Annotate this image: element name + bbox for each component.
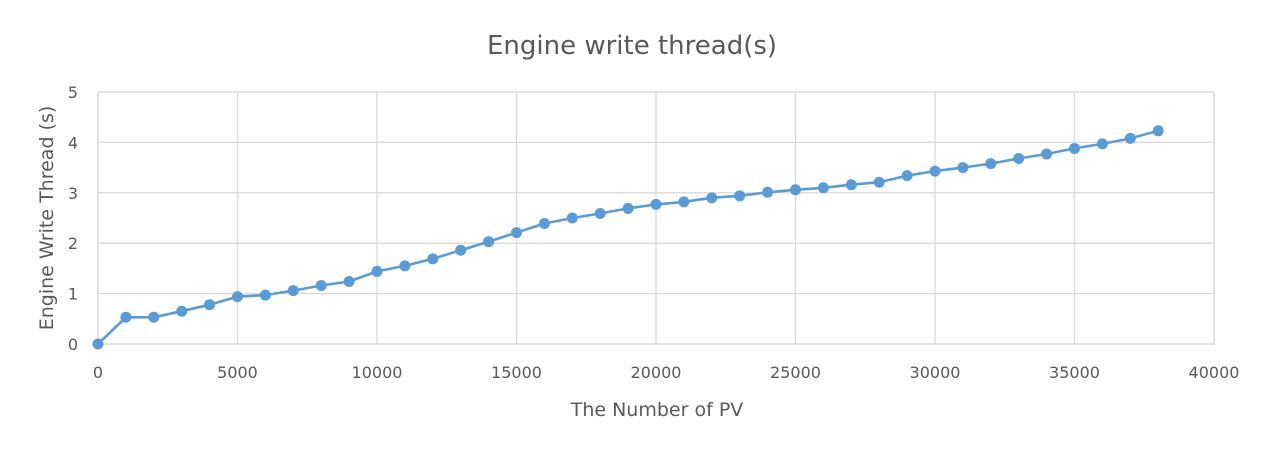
data-point: [120, 311, 132, 323]
x-axis-title: The Number of PV: [570, 399, 744, 421]
y-tick-label: 3: [68, 184, 78, 203]
x-tick-label: 30000: [910, 363, 961, 382]
x-tick-label: 35000: [1049, 363, 1100, 382]
data-point: [929, 165, 941, 177]
y-tick-label: 5: [68, 83, 78, 102]
data-point: [706, 192, 718, 204]
data-point: [1013, 153, 1025, 165]
data-point: [232, 291, 243, 303]
data-point: [985, 158, 997, 170]
data-point: [957, 162, 969, 174]
x-tick-label: 15000: [491, 363, 542, 382]
data-point: [148, 311, 160, 323]
x-tick-label: 25000: [770, 363, 821, 382]
data-point: [287, 285, 299, 297]
y-tick-label: 0: [68, 335, 78, 354]
data-point: [1096, 138, 1108, 150]
tick-label-layer: 0 5000 10000 15000 20000 25000 30000 35000 40000…: [68, 83, 1240, 382]
data-point: [371, 265, 383, 277]
data-point: [1041, 148, 1053, 160]
data-point: [594, 207, 606, 219]
data-point: [511, 227, 522, 239]
data-point: [259, 289, 271, 301]
x-tick-label: 0: [93, 363, 103, 382]
data-point: [204, 299, 216, 311]
data-point: [315, 280, 327, 292]
data-point: [1152, 125, 1164, 137]
data-point: [817, 182, 829, 194]
data-point: [901, 170, 913, 182]
data-point: [343, 276, 355, 288]
data-point: [650, 198, 662, 210]
y-tick-label: 1: [68, 285, 78, 304]
data-point: [622, 202, 634, 214]
data-point: [399, 260, 411, 272]
data-point: [678, 196, 690, 208]
data-point: [1069, 142, 1080, 154]
data-point: [455, 244, 467, 256]
series-layer: [92, 125, 1164, 350]
y-tick-label: 4: [68, 133, 78, 152]
data-point: [92, 338, 104, 350]
y-axis-title: Engine Write Thread (s): [36, 106, 58, 331]
x-tick-label: 5000: [217, 363, 258, 382]
data-point: [566, 212, 578, 224]
data-point: [538, 218, 550, 230]
data-point: [734, 190, 746, 202]
chart-title: Engine write thread(s): [487, 31, 777, 61]
grid-layer: [97, 91, 1215, 345]
x-tick-label: 10000: [352, 363, 403, 382]
data-point: [483, 236, 495, 248]
data-point: [873, 176, 885, 188]
data-point: [762, 186, 774, 198]
data-point: [1124, 132, 1136, 144]
data-point: [845, 179, 857, 191]
data-point: [790, 184, 801, 196]
x-tick-label: 20000: [631, 363, 682, 382]
y-tick-label: 2: [68, 234, 78, 253]
series-line: [97, 129, 1159, 345]
data-point: [427, 253, 439, 265]
data-point: [176, 305, 188, 317]
x-tick-label: 40000: [1189, 363, 1240, 382]
